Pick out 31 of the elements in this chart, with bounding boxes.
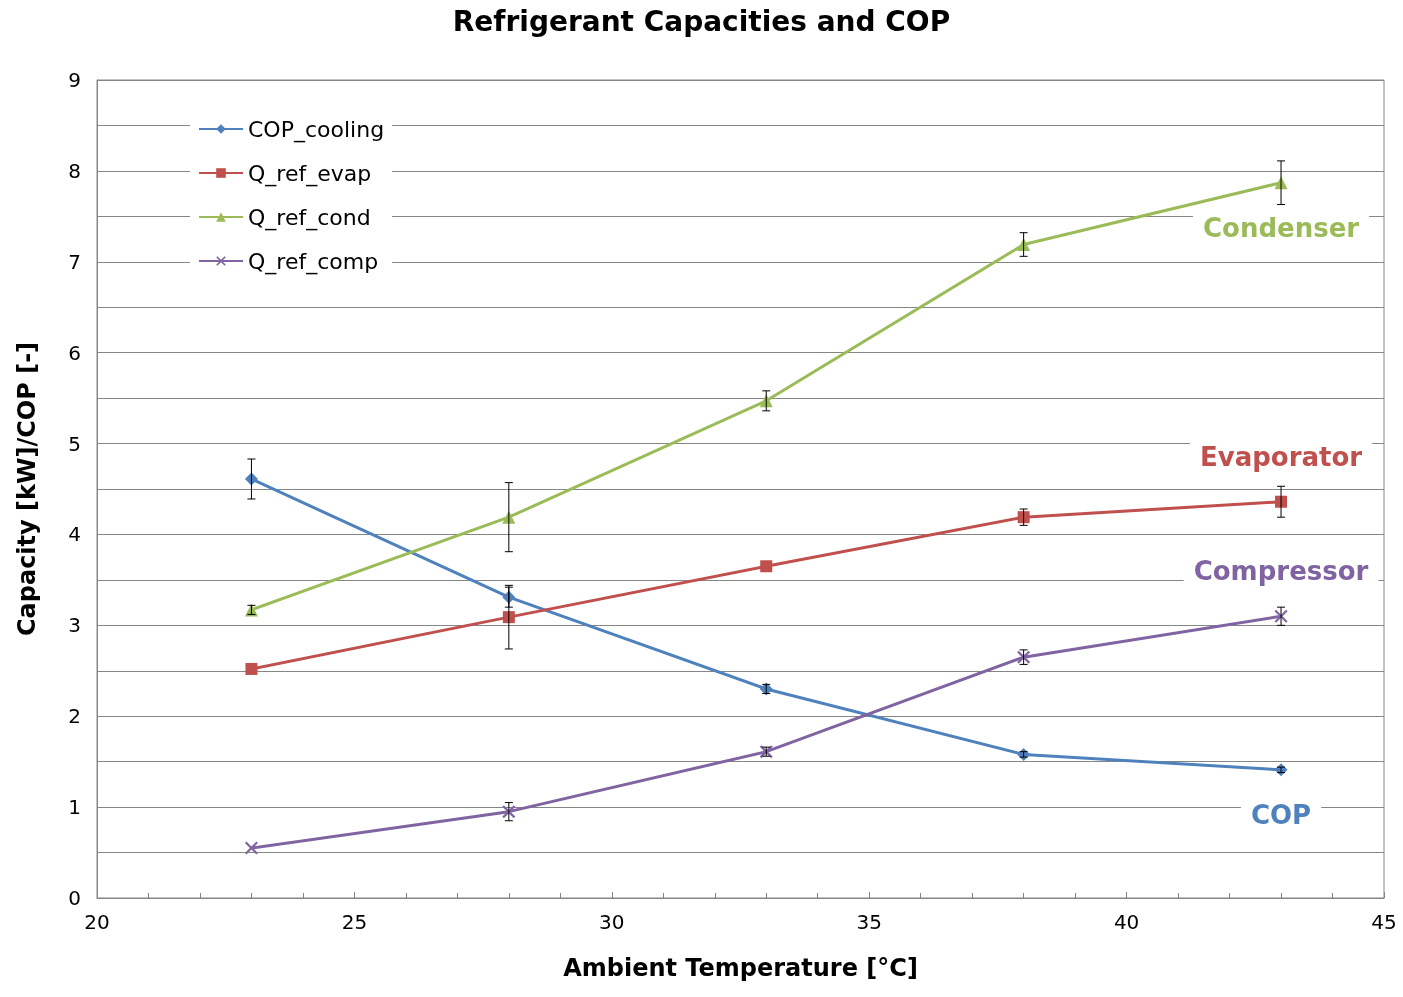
legend-label: COP_cooling: [248, 116, 385, 143]
x-tick-label: 45: [1371, 910, 1397, 934]
x-tick-label: 30: [599, 910, 625, 934]
annotation: Evaporator: [1199, 441, 1363, 472]
chart-title: Refrigerant Capacities and COP: [452, 4, 951, 38]
legend-label: Q_ref_comp: [248, 248, 379, 275]
y-tick-label: 4: [68, 522, 81, 547]
y-tick-label: 5: [68, 431, 81, 456]
y-tick-label: 6: [68, 340, 81, 365]
legend-label: Q_ref_evap: [248, 160, 372, 187]
x-tick-label: 25: [341, 910, 368, 934]
legend-label: Q_ref_cond: [248, 204, 371, 231]
point: [760, 560, 773, 573]
y-tick-label: 0: [68, 886, 81, 910]
x-tick-label: 20: [84, 910, 110, 934]
point: [245, 662, 258, 675]
point: [502, 611, 515, 624]
x-axis-title: Ambient Temperature [°C]: [563, 954, 918, 982]
annotation: COP: [1250, 799, 1312, 830]
annotation: Condenser: [1202, 212, 1360, 243]
y-tick-label: 9: [68, 68, 81, 92]
annotation: Compressor: [1193, 556, 1369, 587]
y-tick-label: 2: [68, 704, 81, 729]
y-tick-label: 3: [68, 613, 81, 638]
y-tick-label: 1: [68, 795, 81, 820]
y-axis-title: Capacity [kW]/COP [-]: [13, 341, 41, 637]
point: [244, 841, 258, 855]
x-tick-label: 40: [1113, 910, 1140, 934]
y-tick-label: 7: [68, 249, 81, 274]
x-tick-label: 35: [856, 910, 882, 934]
y-tick-label: 8: [68, 158, 81, 183]
